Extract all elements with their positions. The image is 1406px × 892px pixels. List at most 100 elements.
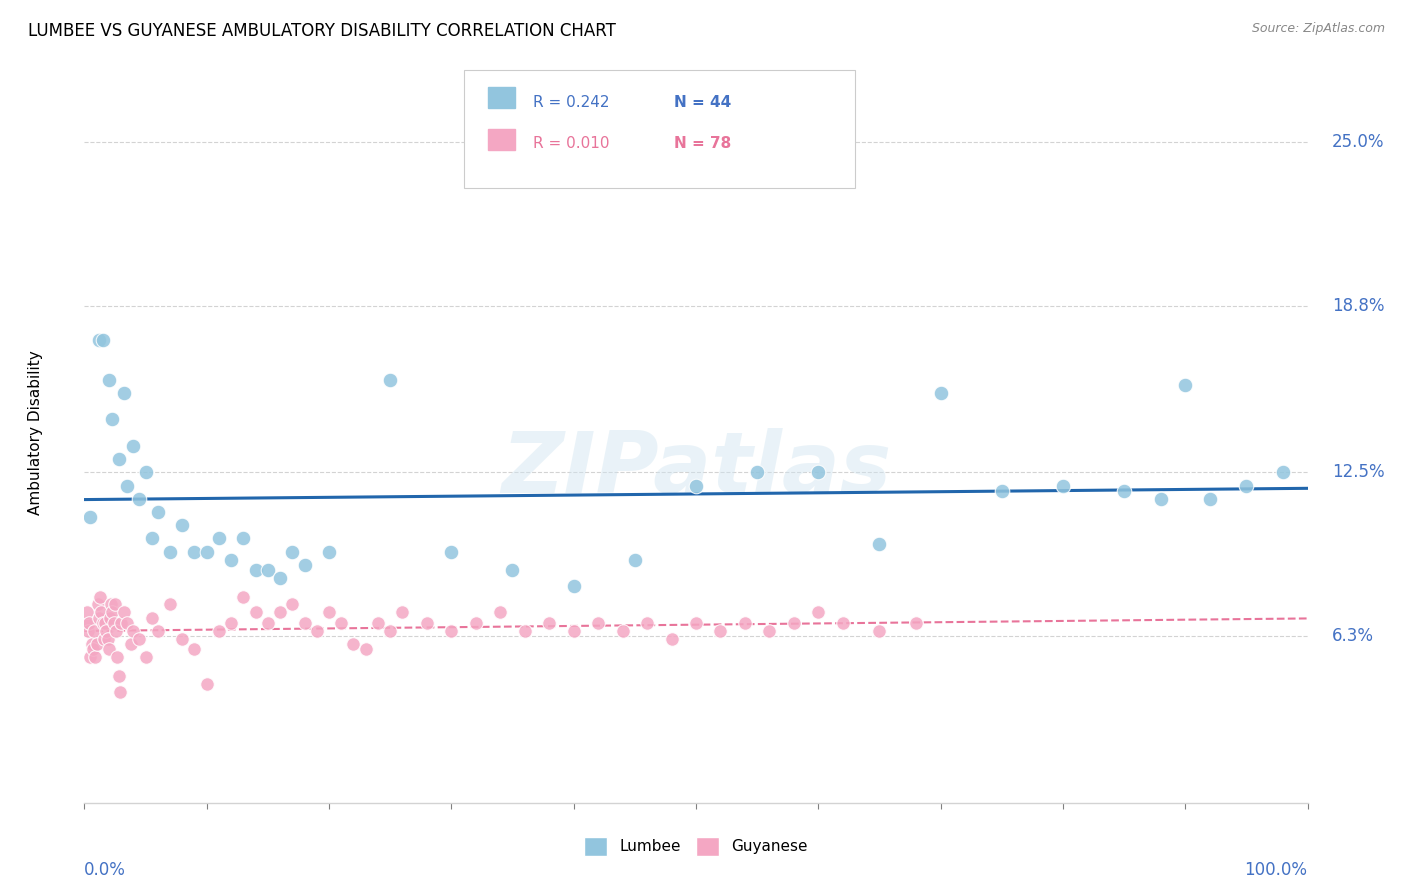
- Text: 100.0%: 100.0%: [1244, 861, 1308, 879]
- Point: [107, 669, 129, 683]
- Point: [77, 624, 100, 638]
- Point: [82, 642, 104, 657]
- Point: [79, 510, 101, 524]
- Point: [929, 386, 952, 401]
- Point: [257, 563, 280, 577]
- Point: [232, 590, 254, 604]
- Point: [159, 544, 181, 558]
- Point: [502, 563, 524, 577]
- Point: [93, 632, 115, 646]
- Point: [440, 544, 463, 558]
- Point: [128, 491, 150, 506]
- Text: 18.8%: 18.8%: [1331, 297, 1385, 315]
- Point: [1052, 478, 1074, 492]
- Point: [87, 610, 110, 624]
- Point: [75, 615, 97, 630]
- Point: [464, 615, 486, 630]
- Point: [86, 637, 108, 651]
- Point: [122, 624, 145, 638]
- Point: [80, 637, 103, 651]
- Point: [94, 615, 117, 630]
- Point: [636, 615, 658, 630]
- Point: [172, 518, 194, 533]
- Point: [734, 615, 756, 630]
- Point: [87, 598, 110, 612]
- Text: N = 44: N = 44: [673, 95, 731, 110]
- Point: [90, 606, 112, 620]
- Point: [195, 677, 218, 691]
- Point: [146, 624, 169, 638]
- Point: [489, 606, 512, 620]
- Point: [89, 590, 111, 604]
- Point: [141, 532, 163, 546]
- Point: [1174, 378, 1197, 392]
- Point: [120, 637, 142, 651]
- Text: 12.5%: 12.5%: [1331, 463, 1385, 482]
- Point: [96, 624, 118, 638]
- Point: [586, 615, 609, 630]
- Point: [104, 598, 127, 612]
- Point: [105, 624, 128, 638]
- Text: R = 0.242: R = 0.242: [533, 95, 610, 110]
- Point: [108, 685, 131, 699]
- Point: [1150, 491, 1173, 506]
- Point: [245, 563, 267, 577]
- Point: [807, 606, 830, 620]
- Bar: [488, 128, 515, 150]
- Point: [1198, 491, 1220, 506]
- Point: [112, 606, 135, 620]
- Point: [318, 606, 340, 620]
- Point: [380, 373, 402, 387]
- Legend: Lumbee, Guyanese: Lumbee, Guyanese: [578, 831, 814, 862]
- Point: [367, 615, 389, 630]
- Point: [141, 610, 163, 624]
- Point: [195, 544, 218, 558]
- Point: [1236, 478, 1258, 492]
- Point: [783, 615, 806, 630]
- Point: [1114, 483, 1136, 498]
- Point: [208, 532, 231, 546]
- Point: [245, 606, 267, 620]
- Point: [513, 624, 536, 638]
- Point: [105, 650, 128, 665]
- Point: [135, 650, 157, 665]
- Point: [391, 606, 413, 620]
- Text: Ambulatory Disability: Ambulatory Disability: [28, 351, 44, 515]
- Point: [84, 650, 107, 665]
- Point: [97, 632, 120, 646]
- Point: [146, 505, 169, 519]
- Bar: [488, 87, 515, 108]
- Point: [219, 615, 242, 630]
- Point: [869, 536, 891, 550]
- Point: [128, 632, 150, 646]
- FancyBboxPatch shape: [464, 70, 855, 188]
- Point: [97, 373, 120, 387]
- Point: [281, 544, 304, 558]
- Point: [135, 465, 157, 479]
- Point: [183, 642, 205, 657]
- Point: [807, 465, 830, 479]
- Point: [87, 333, 110, 347]
- Text: N = 78: N = 78: [673, 136, 731, 152]
- Point: [122, 439, 145, 453]
- Point: [112, 386, 135, 401]
- Point: [747, 465, 769, 479]
- Point: [91, 333, 114, 347]
- Point: [269, 606, 291, 620]
- Point: [294, 615, 316, 630]
- Point: [208, 624, 231, 638]
- Point: [354, 642, 377, 657]
- Point: [342, 637, 364, 651]
- Point: [562, 579, 585, 593]
- Point: [101, 606, 124, 620]
- Point: [110, 615, 132, 630]
- Point: [869, 624, 891, 638]
- Point: [232, 532, 254, 546]
- Text: 25.0%: 25.0%: [1331, 133, 1385, 151]
- Point: [1272, 465, 1295, 479]
- Point: [562, 624, 585, 638]
- Point: [91, 615, 114, 630]
- Text: LUMBEE VS GUYANESE AMBULATORY DISABILITY CORRELATION CHART: LUMBEE VS GUYANESE AMBULATORY DISABILITY…: [28, 22, 616, 40]
- Text: 0.0%: 0.0%: [84, 861, 127, 879]
- Text: ZIPatlas: ZIPatlas: [501, 428, 891, 511]
